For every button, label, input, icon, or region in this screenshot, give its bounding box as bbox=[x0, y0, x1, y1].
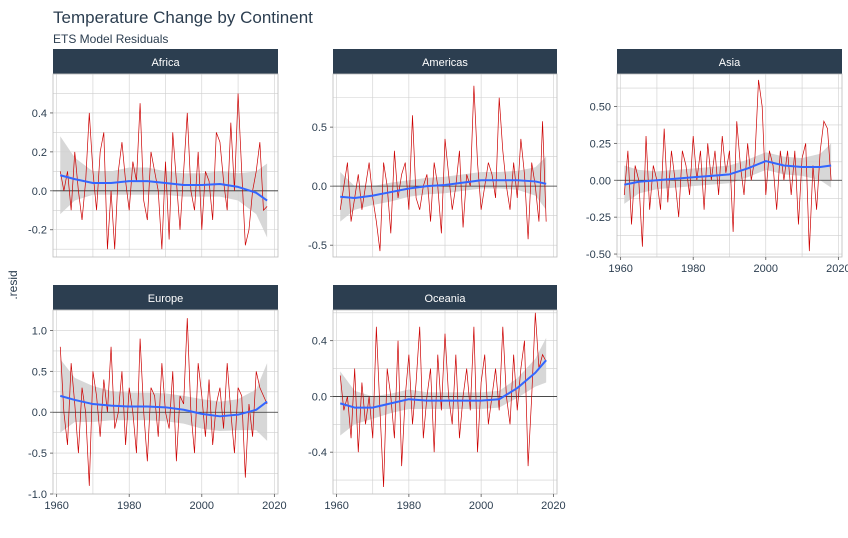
x-tick-label: 1980 bbox=[681, 263, 705, 275]
smooth-line-asia bbox=[624, 160, 832, 186]
x-tick-label: 2020 bbox=[262, 500, 286, 512]
y-tick-label: 0.0 bbox=[312, 181, 327, 193]
chart-subtitle: ETS Model Residuals bbox=[53, 32, 169, 46]
panel-frame-europe bbox=[52, 309, 279, 495]
facet-panels: Africa -0.2 0.0 0.2 0.4 Americas -0.5 0.0 0.5 Asi… bbox=[28, 49, 848, 512]
y-tick-label: 0.50 bbox=[590, 101, 611, 113]
facet-label-africa: Africa bbox=[151, 57, 180, 69]
residual-line-asia bbox=[623, 79, 832, 252]
x-tick-label: 1960 bbox=[44, 500, 68, 512]
x-tick-label: 2000 bbox=[469, 500, 493, 512]
facet-label-asia: Asia bbox=[719, 57, 741, 69]
y-tick-label: 0.0 bbox=[32, 407, 47, 419]
x-tick-label: 1960 bbox=[324, 500, 348, 512]
x-tick-label: 2000 bbox=[190, 500, 214, 512]
facet-strip-europe bbox=[53, 285, 278, 310]
x-tick-label: 2000 bbox=[754, 263, 778, 275]
panel-africa: Africa -0.2 0.0 0.2 0.4 bbox=[28, 49, 279, 258]
panel-oceania: Oceania -0.4 0.0 0.4 1960 1980 2000 2020 bbox=[308, 285, 566, 512]
y-tick-label: -0.4 bbox=[308, 447, 327, 459]
smooth-line-africa bbox=[59, 174, 268, 202]
x-tick-label: 2020 bbox=[541, 500, 565, 512]
y-tick-label: 0.4 bbox=[32, 108, 47, 120]
facet-strip-asia bbox=[617, 49, 842, 74]
y-tick-label: 0.2 bbox=[32, 147, 47, 159]
panel-americas: Americas -0.5 0.0 0.5 bbox=[308, 49, 558, 258]
facet-label-americas: Americas bbox=[422, 57, 468, 69]
smooth-line-americas bbox=[340, 179, 547, 199]
x-tick-label: 2020 bbox=[826, 263, 848, 275]
x-tick-label: 1980 bbox=[117, 500, 141, 512]
y-tick-label: -0.50 bbox=[586, 249, 611, 261]
y-tick-label: -0.5 bbox=[308, 240, 327, 252]
y-tick-label: 0.4 bbox=[312, 336, 327, 348]
panel-frame-africa bbox=[52, 73, 279, 258]
confidence-band-europe bbox=[60, 359, 268, 441]
y-tick-label: 0.5 bbox=[312, 122, 327, 134]
y-tick-label: -1.0 bbox=[28, 489, 47, 501]
confidence-band-africa bbox=[60, 136, 268, 238]
panel-frame-oceania bbox=[332, 309, 558, 495]
y-tick-label: -0.2 bbox=[28, 225, 47, 237]
confidence-band-oceania bbox=[340, 337, 547, 436]
smooth-line-europe bbox=[59, 394, 268, 418]
facet-strip-americas bbox=[333, 49, 557, 74]
facet-strip-africa bbox=[53, 49, 278, 74]
smooth-line-oceania bbox=[339, 359, 547, 409]
y-tick-label: 1.0 bbox=[32, 325, 47, 337]
y-tick-label: 0.0 bbox=[312, 391, 327, 403]
chart-title: Temperature Change by Continent bbox=[53, 8, 313, 27]
residual-line-oceania bbox=[339, 312, 547, 488]
y-tick-label: -0.5 bbox=[28, 448, 47, 460]
x-tick-label: 1960 bbox=[608, 263, 632, 275]
x-tick-label: 1980 bbox=[397, 500, 421, 512]
residual-line-americas bbox=[339, 85, 547, 252]
residual-line-africa bbox=[59, 93, 268, 250]
y-tick-label: -0.25 bbox=[586, 212, 611, 224]
facet-strip-oceania bbox=[333, 285, 557, 310]
panel-frame-americas bbox=[332, 73, 558, 258]
panel-europe: Europe -1.0 -0.5 0.0 0.5 1.0 1960 1980 2000 2020 bbox=[28, 285, 287, 512]
y-axis-label: .resid bbox=[6, 270, 20, 299]
panel-asia: Asia -0.50 -0.25 0.00 0.25 0.50 1960 1980 2000 20… bbox=[586, 49, 848, 275]
residual-line-europe bbox=[59, 318, 268, 486]
y-tick-label: 0.00 bbox=[590, 175, 611, 187]
facet-label-oceania: Oceania bbox=[425, 293, 467, 305]
y-tick-label: 0.25 bbox=[590, 138, 611, 150]
panel-frame-asia bbox=[616, 73, 843, 258]
y-tick-label: 0.5 bbox=[32, 366, 47, 378]
facet-label-europe: Europe bbox=[148, 293, 183, 305]
y-tick-label: 0.0 bbox=[32, 186, 47, 198]
